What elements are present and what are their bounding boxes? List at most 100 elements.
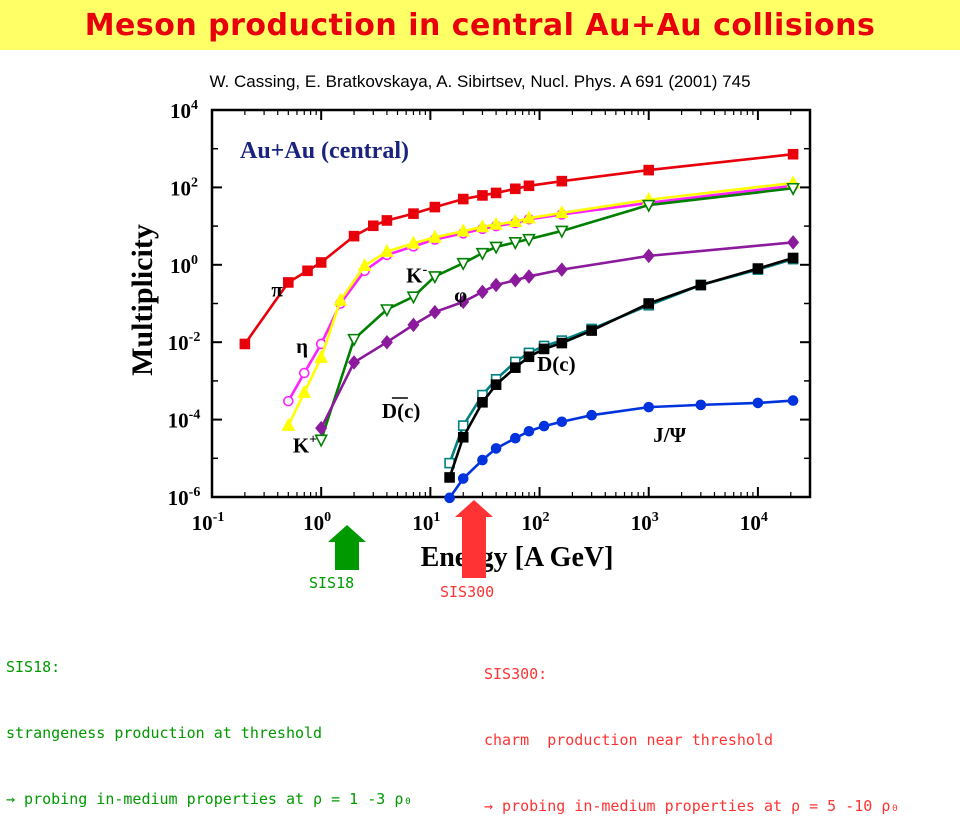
series-3 xyxy=(314,182,800,448)
data-point xyxy=(475,247,490,261)
series-label: D(c) xyxy=(537,352,575,376)
data-point xyxy=(239,338,251,350)
sis300-arrow xyxy=(455,500,493,578)
y-axis-label: Multiplicity xyxy=(126,224,159,376)
x-tick-label: 103 xyxy=(631,510,659,535)
data-point xyxy=(477,454,488,466)
data-point xyxy=(428,229,442,243)
data-point xyxy=(538,343,550,355)
data-point xyxy=(555,262,568,277)
data-point xyxy=(508,237,523,251)
data-point xyxy=(429,201,441,213)
data-point xyxy=(489,241,503,255)
data-point xyxy=(643,401,655,413)
series-2 xyxy=(281,175,800,431)
series-6 xyxy=(444,252,799,483)
sis300-note-line2: charm production near threshold xyxy=(484,731,773,749)
data-point xyxy=(314,349,329,363)
series-line xyxy=(287,181,794,427)
sis18-arrow xyxy=(328,525,366,570)
data-point xyxy=(643,164,655,176)
data-point xyxy=(555,205,569,219)
data-point xyxy=(315,257,327,268)
panel-label: Au+Au (central) xyxy=(240,138,409,164)
data-point xyxy=(555,225,569,239)
data-point xyxy=(348,355,361,370)
data-point xyxy=(302,265,313,277)
data-point xyxy=(538,420,550,432)
data-point xyxy=(586,325,597,336)
x-tick-label: 101 xyxy=(412,510,440,535)
data-point xyxy=(586,409,597,421)
sis18-note-title: SIS18: xyxy=(6,658,61,676)
data-point xyxy=(457,420,469,431)
sis300-note-title: SIS300: xyxy=(484,665,548,683)
data-point xyxy=(406,291,421,305)
data-point xyxy=(444,472,455,483)
data-point xyxy=(523,351,535,363)
series-0 xyxy=(239,148,799,350)
series-line xyxy=(287,184,794,402)
data-point xyxy=(298,367,310,379)
x-tick-label: 104 xyxy=(740,510,768,535)
data-point xyxy=(490,379,502,390)
data-point xyxy=(457,193,469,205)
data-point xyxy=(522,269,536,284)
data-point xyxy=(490,443,502,454)
data-point xyxy=(476,284,489,300)
series-label: η xyxy=(296,334,308,358)
y-tick-label: 100 xyxy=(170,253,198,278)
data-point xyxy=(490,277,503,293)
data-point xyxy=(642,248,655,264)
data-point xyxy=(641,199,656,213)
sis18-arrow-label: SIS18 xyxy=(309,574,355,592)
data-point xyxy=(787,395,799,406)
data-point xyxy=(457,431,469,443)
x-axis-ticks: 10-1 100 101 102 103 104 xyxy=(192,110,811,535)
data-point xyxy=(281,417,296,431)
data-point xyxy=(367,220,379,232)
data-point xyxy=(407,317,420,333)
citation: W. Cassing, E. Bratkovskaya, A. Sibirtse… xyxy=(209,72,751,91)
data-point xyxy=(406,235,421,249)
data-point xyxy=(752,397,764,409)
data-point xyxy=(357,257,372,271)
x-tick-label: 100 xyxy=(303,510,331,535)
data-point xyxy=(428,304,441,320)
data-point xyxy=(556,416,568,428)
data-point xyxy=(509,272,522,288)
series-label: K- xyxy=(406,262,427,287)
data-point xyxy=(315,420,328,436)
data-point xyxy=(408,208,419,219)
x-axis-label: Energy [A GeV] xyxy=(421,542,614,573)
data-point xyxy=(475,219,490,233)
x-tick-label: 102 xyxy=(522,510,550,535)
data-point xyxy=(283,395,294,407)
y-tick-label: 10-2 xyxy=(168,330,201,355)
data-point xyxy=(752,263,764,274)
data-point xyxy=(456,223,471,237)
data-point xyxy=(510,362,521,373)
series-label: φ xyxy=(454,283,467,307)
data-point xyxy=(348,230,360,242)
series-4 xyxy=(315,235,800,436)
data-point xyxy=(457,294,470,310)
sis300-arrow-label: SIS300 xyxy=(440,583,495,601)
data-point xyxy=(477,396,488,408)
series-label: J/Ψ xyxy=(653,423,686,447)
data-point xyxy=(556,175,568,187)
y-tick-label: 10-6 xyxy=(168,485,201,510)
data-point xyxy=(695,399,707,411)
data-point xyxy=(787,148,799,160)
data-point xyxy=(695,279,707,291)
data-point xyxy=(283,277,294,288)
data-point xyxy=(444,492,455,504)
data-point xyxy=(314,434,329,448)
data-point xyxy=(556,337,568,349)
data-point xyxy=(456,257,471,271)
data-point xyxy=(297,384,312,398)
data-point xyxy=(489,216,503,230)
data-point xyxy=(380,304,394,318)
sis18-note-line3: → probing in-medium properties at ρ = 1 … xyxy=(6,790,413,808)
data-point xyxy=(347,333,361,347)
